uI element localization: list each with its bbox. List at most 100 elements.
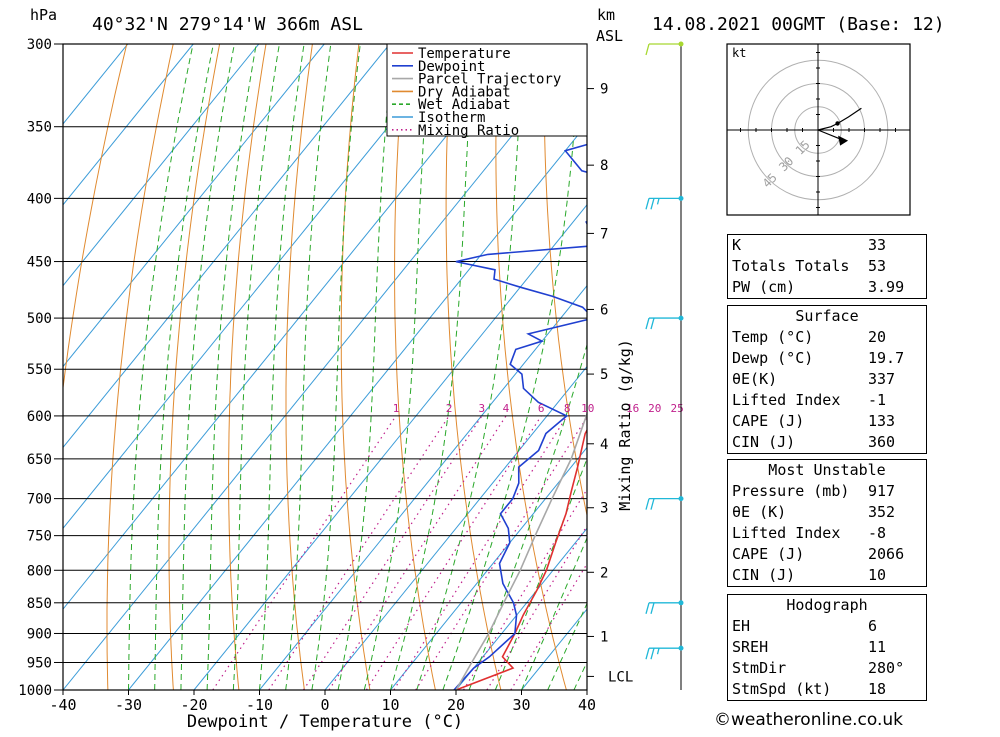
x-tick-label: -40 — [49, 696, 76, 714]
km-tick-label: 2 — [600, 565, 608, 581]
dry-adiabat-line — [446, 44, 501, 690]
table-section-title: Hodograph — [728, 595, 927, 617]
run-title: 14.08.2021 00GMT (Base: 12) — [652, 14, 945, 35]
index-value: 360 — [864, 432, 927, 454]
wind-barb — [646, 196, 684, 210]
wind-barb — [646, 42, 684, 56]
index-value: 19.7 — [864, 348, 927, 369]
index-label: CIN (J) — [728, 565, 865, 587]
wet-adiabat-line — [181, 44, 235, 690]
index-label: K — [728, 235, 865, 257]
pressure-tick-label: 950 — [27, 655, 52, 671]
mixing-ratio-label: 1 — [393, 402, 400, 415]
wet-adiabat-line — [260, 44, 305, 690]
index-label: EH — [728, 616, 865, 637]
index-value: 133 — [864, 411, 927, 432]
index-value: 337 — [864, 369, 927, 390]
x-tick-label: 30 — [512, 696, 530, 714]
pressure-tick-label: 800 — [27, 563, 52, 579]
index-value: 6 — [864, 616, 927, 637]
index-label: StmSpd (kt) — [728, 679, 865, 701]
wind-barb — [646, 316, 684, 330]
pressure-tick-label: 900 — [27, 626, 52, 642]
legend-label: Mixing Ratio — [418, 123, 519, 139]
dry-adiabat-line — [169, 44, 220, 690]
index-label: Dewp (°C) — [728, 348, 865, 369]
dry-adiabat-line — [229, 44, 266, 690]
table-row: Lifted Index-8 — [728, 523, 927, 544]
index-value: 33 — [864, 235, 927, 257]
index-value: 280° — [864, 658, 927, 679]
index-value: 352 — [864, 502, 927, 523]
wet-adiabat-line — [338, 44, 393, 690]
km-tick-label: 9 — [600, 82, 608, 98]
isotherm-line — [0, 44, 128, 690]
index-label: CAPE (J) — [728, 544, 865, 565]
isotherm-line — [129, 44, 652, 690]
mixing-ratio-label: 25 — [671, 402, 684, 415]
table-row: StmSpd (kt)18 — [728, 679, 927, 701]
hodograph-unit: kt — [732, 46, 746, 60]
dry-adiabat-line — [107, 44, 173, 690]
hodograph-point — [835, 121, 839, 125]
index-label: StmDir — [728, 658, 865, 679]
mixing-ratio-label: 8 — [564, 402, 571, 415]
km-tick-label: 5 — [600, 367, 608, 383]
index-value: 2066 — [864, 544, 927, 565]
isotherm-line — [0, 44, 390, 690]
index-label: CAPE (J) — [728, 411, 865, 432]
index-label: Totals Totals — [728, 256, 865, 277]
table-row: θE(K)337 — [728, 369, 927, 390]
wind-barb — [646, 600, 684, 614]
index-value: -8 — [864, 523, 927, 544]
mixing-ratio-label: 20 — [648, 402, 661, 415]
index-label: θE(K) — [728, 369, 865, 390]
pressure-tick-label: 650 — [27, 452, 52, 468]
temperature-line — [456, 44, 704, 690]
index-label: Lifted Index — [728, 390, 865, 411]
wet-adiabat-line — [364, 44, 430, 690]
km-tick-label: 4 — [600, 437, 608, 453]
mixing-ratio-axis-label: Mixing Ratio (g/kg) — [616, 339, 634, 511]
dry-adiabat-line — [496, 44, 567, 690]
mixing-ratio-label: 10 — [581, 402, 594, 415]
mixing-ratio-label: 2 — [446, 402, 453, 415]
mixing-ratio-line — [366, 416, 541, 690]
table-row: Temp (°C)20 — [728, 327, 927, 348]
wind-barb — [646, 496, 684, 510]
km-tick-label: 8 — [600, 158, 608, 174]
km-tick-label: 6 — [600, 302, 608, 318]
table-section-title: Surface — [728, 306, 927, 328]
index-value: 53 — [864, 256, 927, 277]
wet-adiabat-line — [129, 44, 194, 690]
index-value: 917 — [864, 481, 927, 502]
index-label: Lifted Index — [728, 523, 865, 544]
pressure-tick-label: 750 — [27, 529, 52, 545]
index-value: 10 — [864, 565, 927, 587]
pressure-tick-label: 400 — [27, 191, 52, 207]
dry-adiabat-line — [341, 44, 370, 690]
mixing-ratio-label: 6 — [538, 402, 545, 415]
wet-adiabat-line — [155, 44, 214, 690]
table-row: Dewp (°C)19.7 — [728, 348, 927, 369]
index-value: 11 — [864, 637, 927, 658]
index-value: 18 — [864, 679, 927, 701]
table-row: CAPE (J)2066 — [728, 544, 927, 565]
wind-barb — [646, 646, 684, 660]
pressure-tick-label: 850 — [27, 596, 52, 612]
km-unit: km — [597, 6, 615, 24]
lcl-label: LCL — [608, 669, 633, 685]
table-row: PW (cm)3.99 — [728, 277, 927, 299]
pressure-tick-label: 600 — [27, 409, 52, 425]
dewpoint-line — [454, 44, 740, 690]
isotherm-line — [0, 44, 521, 690]
index-value: 20 — [864, 327, 927, 348]
isotherm-line — [0, 44, 455, 690]
